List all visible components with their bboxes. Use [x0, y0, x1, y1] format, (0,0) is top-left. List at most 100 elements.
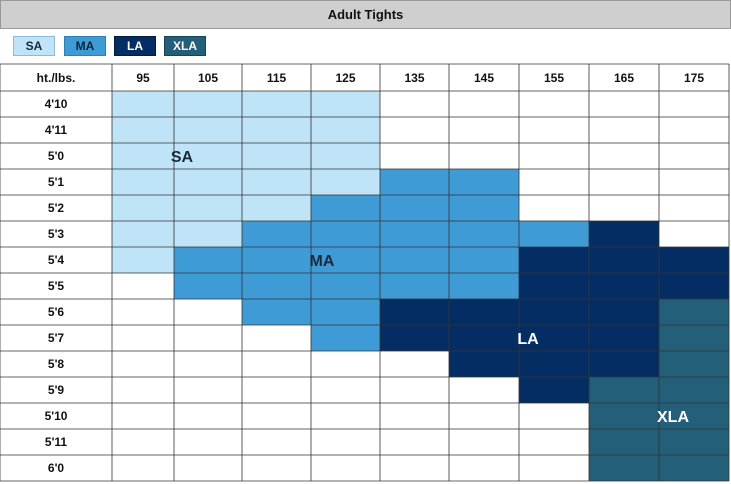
cell-5ft6-125 — [311, 299, 380, 325]
cell-5ft0-165 — [589, 143, 659, 169]
cell-5ft6-105 — [174, 299, 242, 325]
cell-5ft6-165 — [589, 299, 659, 325]
cell-5ft3-115 — [242, 221, 311, 247]
column-header-145: 145 — [474, 71, 494, 85]
cell-5ft11-135 — [380, 429, 449, 455]
cell-5ft1-145 — [449, 169, 519, 195]
cell-5ft9-135 — [380, 377, 449, 403]
cell-5ft0-155 — [519, 143, 589, 169]
cell-5ft1-95 — [112, 169, 174, 195]
cell-4ft11-175 — [659, 117, 729, 143]
cell-5ft0-125 — [311, 143, 380, 169]
cell-5ft8-155 — [519, 351, 589, 377]
cell-5ft3-105 — [174, 221, 242, 247]
cell-5ft10-175 — [659, 403, 729, 429]
cell-6ft0-165 — [589, 455, 659, 481]
cell-4ft10-165 — [589, 91, 659, 117]
cell-5ft8-175 — [659, 351, 729, 377]
column-header-115: 115 — [267, 71, 287, 85]
cell-5ft2-145 — [449, 195, 519, 221]
cell-5ft6-155 — [519, 299, 589, 325]
cell-5ft1-155 — [519, 169, 589, 195]
cell-5ft10-155 — [519, 403, 589, 429]
row-header-5ft6: 5'6 — [48, 305, 65, 319]
cell-5ft5-95 — [112, 273, 174, 299]
chart-title: Adult Tights — [327, 7, 404, 22]
cell-4ft10-155 — [519, 91, 589, 117]
cell-6ft0-175 — [659, 455, 729, 481]
column-header-175: 175 — [684, 71, 704, 85]
cell-5ft2-135 — [380, 195, 449, 221]
cell-4ft10-175 — [659, 91, 729, 117]
row-header-5ft9: 5'9 — [48, 383, 65, 397]
cell-5ft10-115 — [242, 403, 311, 429]
legend-label-xla: XLA — [173, 39, 197, 53]
row-header-4ft11: 4'11 — [45, 123, 68, 137]
cell-5ft6-175 — [659, 299, 729, 325]
region-label-ma: MA — [310, 253, 335, 270]
cell-5ft9-125 — [311, 377, 380, 403]
cell-5ft6-115 — [242, 299, 311, 325]
column-header-165: 165 — [614, 71, 634, 85]
region-label-la: LA — [517, 331, 539, 348]
row-header-5ft2: 5'2 — [48, 201, 65, 215]
cell-5ft10-105 — [174, 403, 242, 429]
cell-5ft5-175 — [659, 273, 729, 299]
cell-5ft7-145 — [449, 325, 519, 351]
cell-4ft10-125 — [311, 91, 380, 117]
cell-5ft5-125 — [311, 273, 380, 299]
cell-5ft4-95 — [112, 247, 174, 273]
region-label-xla: XLA — [657, 409, 689, 426]
cell-5ft9-115 — [242, 377, 311, 403]
cell-4ft11-165 — [589, 117, 659, 143]
cell-4ft11-125 — [311, 117, 380, 143]
cell-5ft9-155 — [519, 377, 589, 403]
cell-5ft10-165 — [589, 403, 659, 429]
column-header-105: 105 — [198, 71, 218, 85]
cell-5ft11-155 — [519, 429, 589, 455]
cell-5ft2-155 — [519, 195, 589, 221]
cell-4ft10-95 — [112, 91, 174, 117]
cell-5ft1-165 — [589, 169, 659, 195]
cell-5ft3-165 — [589, 221, 659, 247]
cell-4ft10-105 — [174, 91, 242, 117]
row-header-5ft10: 5'10 — [45, 409, 68, 423]
cell-5ft9-175 — [659, 377, 729, 403]
row-header-5ft8: 5'8 — [48, 357, 65, 371]
cell-5ft4-105 — [174, 247, 242, 273]
cell-5ft11-165 — [589, 429, 659, 455]
cell-5ft0-175 — [659, 143, 729, 169]
cell-6ft0-135 — [380, 455, 449, 481]
cell-5ft10-125 — [311, 403, 380, 429]
cell-5ft4-115 — [242, 247, 311, 273]
cell-5ft2-115 — [242, 195, 311, 221]
row-header-5ft5: 5'5 — [48, 279, 65, 293]
cell-5ft11-105 — [174, 429, 242, 455]
cell-5ft3-95 — [112, 221, 174, 247]
cell-5ft11-145 — [449, 429, 519, 455]
cell-5ft6-95 — [112, 299, 174, 325]
cell-4ft11-105 — [174, 117, 242, 143]
cell-5ft5-165 — [589, 273, 659, 299]
cell-5ft5-145 — [449, 273, 519, 299]
chart-title-bar: Adult Tights — [0, 0, 731, 29]
column-header-155: 155 — [544, 71, 564, 85]
cell-5ft3-155 — [519, 221, 589, 247]
cell-4ft11-115 — [242, 117, 311, 143]
cell-5ft11-175 — [659, 429, 729, 455]
cell-4ft10-135 — [380, 91, 449, 117]
row-header-5ft0: 5'0 — [48, 149, 65, 163]
cell-5ft7-155 — [519, 325, 589, 351]
cell-6ft0-125 — [311, 455, 380, 481]
legend-chip-ma: MA — [64, 36, 106, 56]
legend-chip-xla: XLA — [164, 36, 206, 56]
legend-label-sa: SA — [25, 39, 43, 53]
cell-5ft9-145 — [449, 377, 519, 403]
cell-5ft10-135 — [380, 403, 449, 429]
cell-5ft5-135 — [380, 273, 449, 299]
region-label-sa: SA — [171, 149, 194, 166]
column-header-95: 95 — [136, 71, 150, 85]
cell-5ft8-135 — [380, 351, 449, 377]
cell-5ft3-175 — [659, 221, 729, 247]
